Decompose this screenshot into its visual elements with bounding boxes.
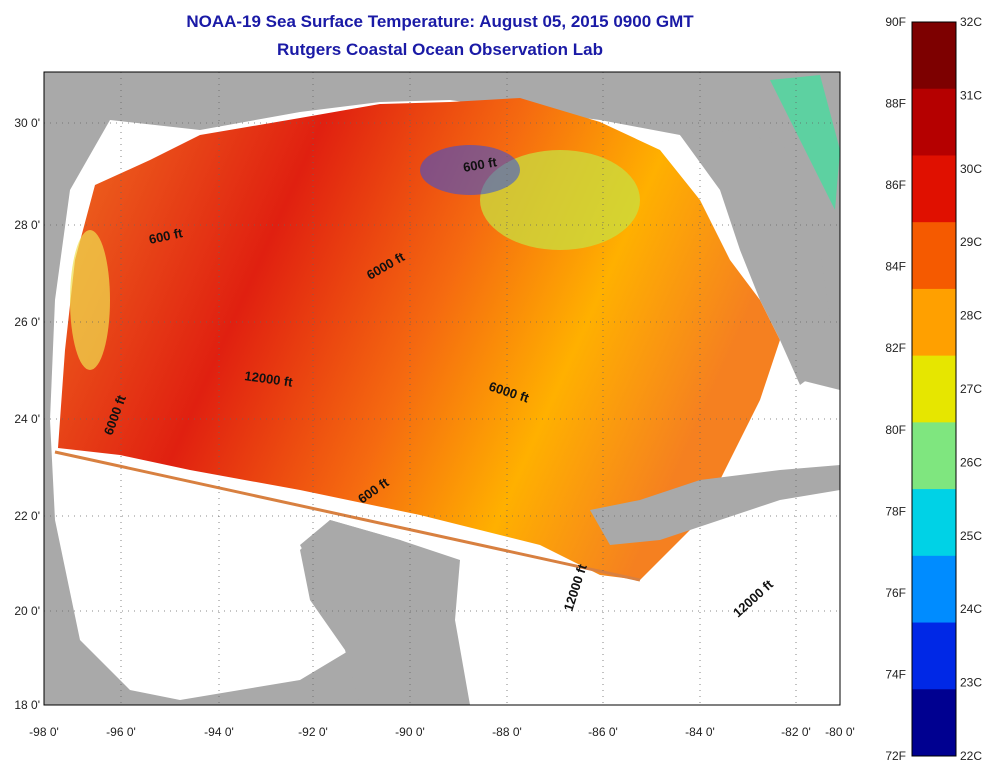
- colorbar-celsius-label: 23C: [960, 676, 982, 690]
- colorbar-celsius-label: 29C: [960, 235, 982, 249]
- colorbar-swatch: [912, 88, 956, 156]
- latitude-tick-label: 24 0': [14, 412, 40, 426]
- colorbar-fahrenheit-label: 72F: [885, 749, 906, 763]
- map-title: NOAA-19 Sea Surface Temperature: August …: [186, 12, 694, 31]
- contour-label: 12000 ft: [244, 368, 295, 390]
- longitude-tick-label: -92 0': [298, 725, 328, 739]
- graticule: [44, 72, 840, 705]
- latitude-tick-label: 26 0': [14, 315, 40, 329]
- colorbar-swatch: [912, 222, 956, 290]
- colorbar-fahrenheit-label: 84F: [885, 260, 906, 274]
- colorbar-celsius-label: 22C: [960, 749, 982, 763]
- longitude-tick-label: -82 0': [781, 725, 811, 739]
- colorbar-celsius-label: 32C: [960, 15, 982, 29]
- contour-label: 600 ft: [462, 154, 499, 175]
- colorbar-fahrenheit-label: 80F: [885, 423, 906, 437]
- latitude-tick-label: 20 0': [14, 604, 40, 618]
- latitude-tick-label: 22 0': [14, 509, 40, 523]
- colorbar-celsius-label: 25C: [960, 529, 982, 543]
- colorbar-fahrenheit-label: 88F: [885, 97, 906, 111]
- longitude-tick-label: -96 0': [106, 725, 136, 739]
- colorbar-celsius-label: 24C: [960, 602, 982, 616]
- colorbar-swatch: [912, 689, 956, 757]
- colorbar-celsius-label: 27C: [960, 382, 982, 396]
- latitude-tick-label: 30 0': [14, 116, 40, 130]
- plot-frame: [43, 71, 841, 706]
- colorbar-fahrenheit-label: 90F: [885, 15, 906, 29]
- colorbar-celsius-label: 28C: [960, 309, 982, 323]
- colorbar-swatch: [912, 422, 956, 490]
- longitude-tick-label: -86 0': [588, 725, 618, 739]
- cool-patch-north: [480, 150, 640, 250]
- colorbar-fahrenheit-label: 74F: [885, 667, 906, 681]
- latitude-tick-label: 18 0': [14, 698, 40, 712]
- atlantic-sst-band: [770, 75, 840, 210]
- cool-patch-west: [70, 230, 110, 370]
- longitude-tick-label: -88 0': [492, 725, 522, 739]
- florida-land: [680, 130, 830, 385]
- colorbar-celsius-label: 26C: [960, 455, 982, 469]
- swath-edge: [54, 450, 641, 582]
- longitude-tick-label: -94 0': [204, 725, 234, 739]
- colorbar-celsius-label: 30C: [960, 162, 982, 176]
- map-subtitle: Rutgers Coastal Ocean Observation Lab: [277, 40, 603, 59]
- colorbar-swatch: [912, 288, 956, 357]
- cool-patch-mississippi: [420, 145, 520, 195]
- colorbar-swatch: [912, 555, 956, 624]
- colorbar-swatch: [912, 489, 956, 557]
- colorbar-swatch: [912, 155, 956, 223]
- longitude-tick-label: -90 0': [395, 725, 425, 739]
- colorbar-fahrenheit-label: 82F: [885, 341, 906, 355]
- colorbar-swatch: [912, 355, 956, 423]
- contour-label: 600 ft: [148, 225, 185, 247]
- latitude-tick-label: 28 0': [14, 218, 40, 232]
- colorbar-swatch: [912, 622, 956, 690]
- yucatan-land: [300, 520, 470, 705]
- colorbar-fahrenheit-label: 76F: [885, 586, 906, 600]
- colorbar-fahrenheit-label: 78F: [885, 504, 906, 518]
- longitude-tick-label: -98 0': [29, 725, 59, 739]
- longitude-tick-label: -84 0': [685, 725, 715, 739]
- colorbar-frame: [911, 21, 957, 757]
- cuba-land: [590, 465, 840, 545]
- longitude-tick-label: -80 0': [825, 725, 855, 739]
- colorbar-swatch: [912, 22, 956, 90]
- colorbar-celsius-label: 31C: [960, 88, 982, 102]
- colorbar-fahrenheit-label: 86F: [885, 178, 906, 192]
